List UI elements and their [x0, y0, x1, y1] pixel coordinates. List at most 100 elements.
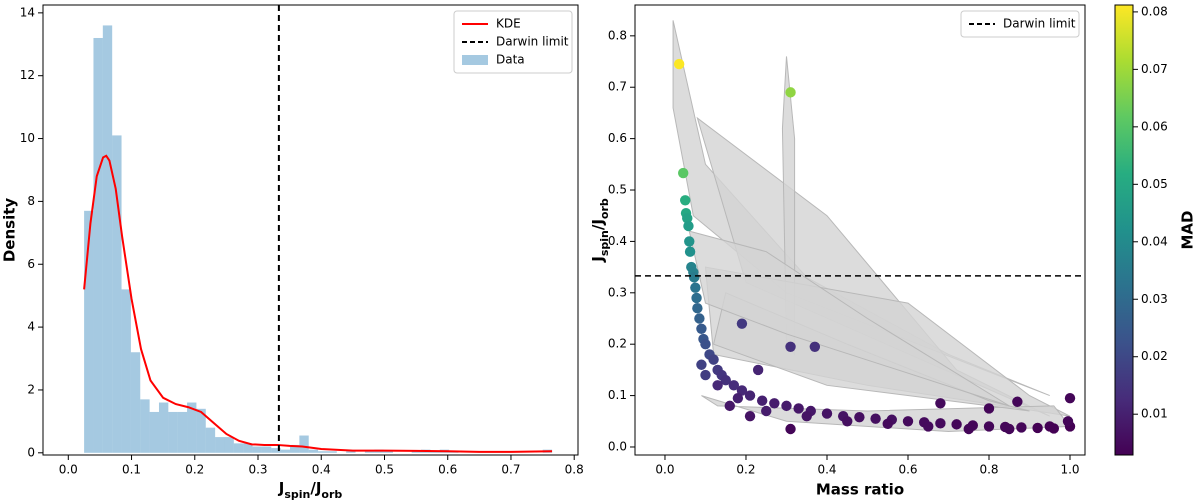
colorbar-tick-label: 0.03 [1141, 292, 1168, 306]
scatter-point [935, 398, 946, 409]
scatter-point [736, 318, 748, 329]
scatter-point [1032, 422, 1043, 434]
scatter-point [785, 423, 796, 435]
y-tick-label: 0.2 [608, 337, 627, 351]
legend-label: KDE [496, 17, 521, 31]
x-tick-label: 0.2 [185, 463, 204, 477]
x-tick-label: 0.5 [375, 463, 394, 477]
axis-label-part: /J [310, 479, 321, 497]
x-tick-label: 0.0 [655, 463, 674, 477]
scatter-point [854, 411, 865, 423]
scatter-point [935, 418, 946, 429]
scatter-point [821, 408, 833, 419]
x-tick-label: 0.6 [438, 463, 457, 477]
scatter-point [793, 403, 804, 414]
legend-label: Darwin limit [496, 35, 569, 49]
scatter-point [690, 282, 701, 293]
scatter-point [728, 380, 740, 391]
histogram-bar [205, 427, 216, 453]
histogram-bar [290, 444, 300, 453]
scatter-point [696, 359, 707, 370]
colorbar-tick-label: 0.05 [1141, 177, 1168, 191]
scatter-point [1012, 396, 1023, 407]
y-tick-label: 0.4 [608, 234, 627, 248]
scatter-point [724, 400, 735, 412]
x-tick-label: 0.1 [122, 463, 141, 477]
colorbar-tick-label: 0.06 [1141, 119, 1168, 133]
x-tick-label: 0.8 [565, 463, 584, 477]
scatter-point [700, 369, 711, 381]
axis-label-part: J [278, 479, 285, 497]
x-tick-label: 1.0 [1060, 463, 1079, 477]
scatter-point [732, 392, 744, 404]
colorbar [1114, 4, 1134, 456]
y-tick-label: 0.1 [608, 388, 627, 402]
scatter-point [1062, 416, 1074, 427]
colorbar-tick-label: 0.07 [1141, 62, 1168, 76]
legend: KDE Darwin limit Data [453, 10, 573, 74]
y-axis-label: Density [1, 198, 19, 263]
histogram-bar [158, 402, 169, 453]
scatter-point [902, 416, 914, 427]
y-tick-label: 0.8 [608, 28, 627, 42]
x-tick-label: 0.4 [312, 463, 331, 477]
scatter-point [1004, 423, 1015, 435]
y-tick-label: 0.0 [608, 439, 627, 453]
colorbar-tick-label: 0.04 [1141, 234, 1168, 248]
legend: Darwin limit [960, 10, 1080, 38]
x-tick-label: 0.2 [736, 463, 755, 477]
scatter-point [673, 58, 685, 70]
scatter-point [744, 390, 756, 401]
scatter-point [923, 421, 934, 432]
legend-box [960, 10, 1080, 38]
scatter-point [801, 410, 812, 422]
scatter-point [983, 421, 995, 432]
range-region [701, 395, 1072, 433]
colorbar-label: MAD [1179, 211, 1197, 250]
histogram-bar [149, 411, 159, 453]
histogram-bar [346, 451, 356, 453]
scatter-point [761, 405, 772, 417]
scatter-point [785, 341, 796, 352]
histogram-bar [364, 451, 375, 453]
scatter-point [736, 385, 748, 396]
histogram-bar [130, 352, 141, 453]
colorbar-tick-label: 0.01 [1141, 407, 1168, 421]
histogram-bar [177, 411, 188, 453]
histogram-bar [308, 449, 319, 453]
histogram-bar [121, 289, 131, 453]
scatter-point [712, 380, 723, 391]
y-tick-label: 0.6 [608, 131, 627, 145]
histogram-bar [102, 25, 113, 453]
x-tick-label: 0.7 [501, 463, 520, 477]
axis-label: Jspin/Jorb [278, 479, 343, 500]
histogram-bar [299, 435, 309, 453]
y-tick-label: 2 [27, 382, 35, 396]
scatter-point [842, 416, 853, 427]
legend-swatch [462, 55, 488, 65]
axis-label-part: orb [598, 198, 611, 219]
x-tick-label: 0.4 [817, 463, 836, 477]
scatter-point [769, 398, 780, 409]
histogram-bar [196, 408, 206, 453]
scatter-point [720, 374, 731, 386]
scatter-point [677, 167, 689, 179]
y-tick-label: 0 [27, 445, 35, 459]
scatter-point [692, 303, 703, 314]
scatter-point [882, 418, 893, 430]
histogram-bar [271, 448, 281, 453]
scatter-point [1016, 422, 1027, 433]
scatter-point [781, 400, 792, 412]
histogram-bar [383, 451, 393, 453]
colorbar-tick-label: 0.08 [1141, 4, 1168, 18]
x-tick-label: 0.3 [248, 463, 267, 477]
histogram-bar [252, 446, 262, 453]
scatter-point [1044, 421, 1055, 432]
scatter-point [752, 364, 764, 376]
histogram-bar [411, 451, 422, 453]
axes-frame [634, 4, 1086, 456]
scatter-point [688, 272, 700, 283]
axis-label-part: J [589, 256, 607, 263]
y-tick-label: 0.7 [608, 80, 627, 94]
